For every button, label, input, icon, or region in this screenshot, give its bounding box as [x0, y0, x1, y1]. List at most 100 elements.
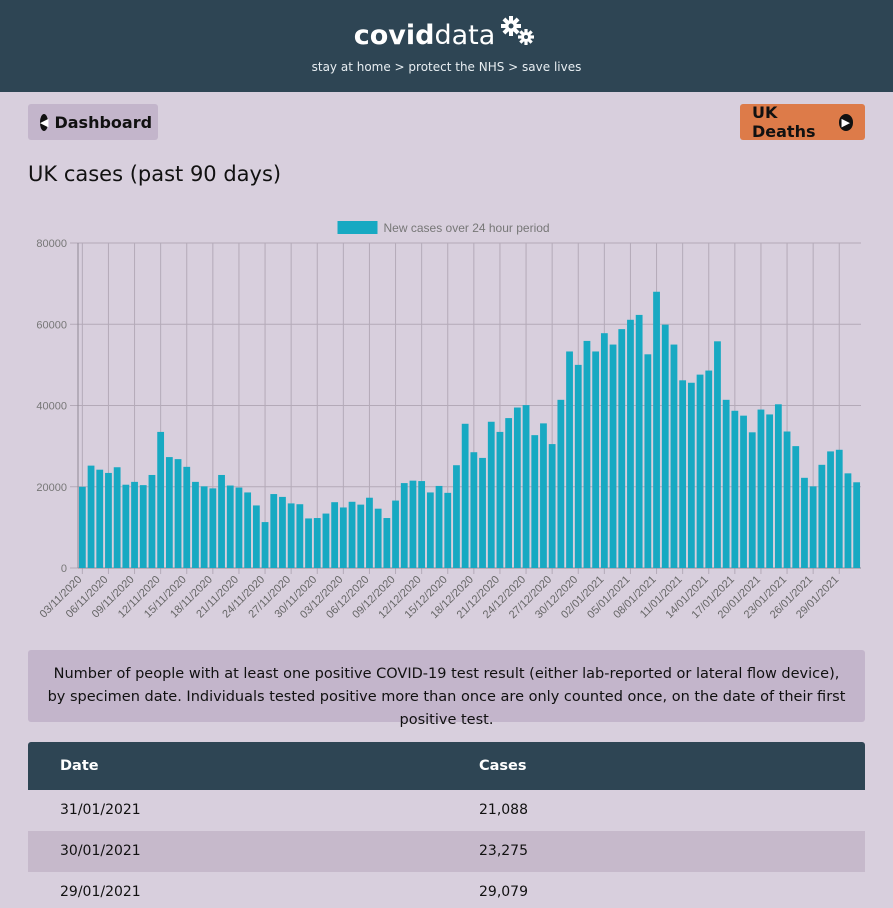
bar: [774, 404, 782, 568]
dashboard-button-label: Dashboard: [54, 112, 153, 132]
bar: [687, 382, 695, 568]
bar: [87, 465, 95, 568]
bar: [844, 473, 852, 568]
bar: [766, 414, 774, 568]
bar: [348, 501, 356, 568]
bar: [670, 344, 678, 568]
uk-deaths-button[interactable]: UK Deaths ▶: [740, 103, 865, 141]
info-note: Number of people with at least one posit…: [28, 650, 865, 728]
bar: [218, 474, 225, 568]
bar: [383, 518, 391, 568]
bar: [453, 465, 460, 568]
cases-bar-chart: 02000040000600008000003/11/202006/11/202…: [36, 221, 861, 621]
dashboard-button[interactable]: ◀ Dashboard: [28, 104, 158, 140]
table-header: Date Cases: [28, 742, 865, 790]
bar: [522, 405, 530, 568]
bar: [740, 415, 747, 568]
bar: [714, 341, 721, 568]
brand-logo[interactable]: coviddata: [0, 14, 893, 56]
bar: [696, 374, 704, 568]
bar: [244, 492, 252, 568]
table-row: 30/01/2021 23,275: [28, 831, 865, 872]
bar: [235, 487, 243, 568]
bar: [548, 444, 556, 568]
header-date: Date: [60, 758, 99, 774]
bar: [157, 431, 165, 568]
cases-table: Date Cases 31/01/2021 21,088 30/01/2021 …: [28, 742, 865, 908]
bar: [366, 497, 373, 568]
bar: [270, 494, 278, 568]
bar: [783, 431, 791, 568]
bar: [600, 333, 608, 568]
bar: [592, 351, 600, 568]
site-header: coviddata: [0, 0, 893, 92]
bar: [131, 481, 138, 568]
y-tick-label: 40000: [36, 401, 67, 413]
row-date: 31/01/2021: [60, 802, 141, 818]
bar: [557, 399, 565, 568]
tagline: stay at home > protect the NHS > save li…: [311, 60, 582, 74]
bar: [505, 418, 513, 568]
brand-name-light: data: [434, 20, 496, 51]
y-tick-label: 0: [61, 563, 67, 575]
bar: [226, 485, 234, 568]
row-date: 30/01/2021: [60, 843, 141, 859]
arrow-left-icon: ◀: [40, 113, 49, 131]
bar: [209, 488, 217, 568]
legend-label: New cases over 24 hour period: [384, 221, 550, 235]
bar: [148, 474, 156, 568]
bar: [183, 466, 191, 568]
bar: [722, 399, 730, 568]
bar: [809, 486, 817, 568]
bar: [566, 351, 573, 568]
y-tick-label: 80000: [36, 238, 67, 250]
header-cases: Cases: [479, 758, 527, 774]
bar: [261, 522, 269, 568]
bar: [331, 502, 339, 568]
bar: [165, 457, 173, 568]
bar: [827, 451, 834, 568]
uk-deaths-button-label: UK Deaths: [752, 103, 816, 141]
bar: [122, 484, 130, 568]
bar: [105, 472, 112, 568]
bar: [305, 518, 312, 568]
bar: [531, 435, 539, 568]
bar: [287, 503, 295, 568]
bar: [513, 407, 521, 568]
bar: [313, 518, 321, 568]
bar: [461, 423, 469, 568]
bar: [835, 449, 843, 568]
bar: [374, 508, 382, 568]
bar: [574, 364, 582, 568]
bar: [279, 496, 286, 568]
bar: [444, 492, 452, 568]
bar: [192, 481, 199, 568]
y-tick-label: 20000: [36, 482, 67, 494]
bar: [853, 482, 861, 568]
row-date: 29/01/2021: [60, 884, 141, 900]
bar: [296, 504, 304, 568]
legend-swatch: [337, 221, 378, 234]
table-row: 31/01/2021 21,088: [28, 790, 865, 831]
bar: [540, 423, 547, 568]
bar: [113, 467, 121, 568]
bar: [705, 370, 713, 568]
bar: [409, 480, 417, 568]
page-title: UK cases (past 90 days): [28, 162, 282, 186]
bar: [679, 380, 687, 568]
bar: [496, 431, 504, 568]
bar: [426, 492, 434, 568]
bar: [435, 485, 443, 568]
bar: [400, 483, 408, 568]
bar: [418, 481, 426, 568]
bar: [470, 452, 478, 568]
bar: [322, 513, 330, 568]
bar: [644, 354, 652, 568]
arrow-right-icon: ▶: [838, 113, 853, 131]
y-tick-label: 60000: [36, 319, 67, 331]
bar: [583, 340, 591, 568]
bar: [618, 329, 626, 568]
table-row: 29/01/2021 29,079: [28, 872, 865, 908]
bar: [609, 344, 617, 568]
bar: [792, 446, 800, 568]
